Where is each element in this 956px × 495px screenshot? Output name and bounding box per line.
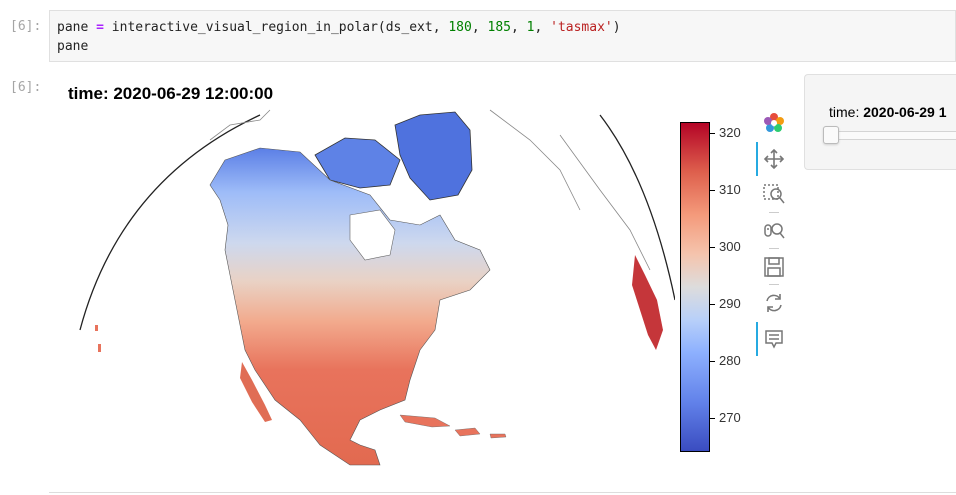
colorbar-tick-label: 300 (719, 239, 741, 255)
colorbar-tick (710, 190, 715, 192)
code-func: interactive_visual_region_in_polar (111, 20, 378, 35)
colorbar (680, 122, 710, 452)
hudson-bay (349, 209, 396, 261)
colorbar-tick-label: 320 (719, 125, 741, 141)
code-sep-2: , (510, 20, 527, 35)
colorbar-tick-label: 290 (719, 296, 741, 312)
box-zoom-icon[interactable] (761, 182, 787, 208)
west-islet-2 (98, 344, 101, 352)
toolbar-separator (769, 248, 779, 249)
hover-active-indicator (756, 322, 758, 356)
wheel-zoom-icon[interactable] (761, 218, 787, 244)
hover-icon[interactable] (761, 326, 787, 352)
west-islet-1 (95, 325, 98, 331)
reset-icon[interactable] (761, 290, 787, 316)
plot-title: time: 2020-06-29 12:00:00 (68, 84, 274, 103)
pan-active-indicator (756, 142, 758, 176)
greenland (394, 111, 473, 201)
code-sep-3: , (534, 20, 551, 35)
baja-peninsula (240, 362, 272, 422)
globe-outline-right (599, 114, 675, 301)
colorbar-tick (710, 417, 715, 419)
code-line-1: pane = interactive_visual_region_in_pola… (57, 18, 955, 37)
output-prompt: [6]: (10, 80, 42, 95)
globe-outline-left (79, 114, 261, 331)
slider-widget: time: 2020-06-29 1 (804, 74, 956, 170)
toolbar-separator (769, 212, 779, 213)
colorbar-tick (710, 360, 715, 362)
colorbar-tick (710, 247, 715, 249)
code-op: = (88, 20, 112, 35)
pan-icon[interactable] (761, 146, 787, 172)
code-close: ) (612, 20, 621, 35)
coastline-arctic (209, 109, 651, 271)
caribbean-islands (399, 414, 507, 439)
colorbar-tick (710, 133, 715, 135)
arctic-islands (314, 137, 401, 189)
slider-track[interactable] (825, 131, 956, 140)
cell-bottom-border (49, 492, 956, 493)
code-var: pane (57, 20, 89, 35)
north-america (209, 147, 491, 466)
slider-handle[interactable] (823, 126, 839, 144)
plot-toolbar (756, 108, 792, 368)
slider-label-prefix: time: (829, 104, 864, 120)
input-prompt: [6]: (10, 19, 42, 34)
slider-value: 2020-06-29 1 (863, 104, 947, 120)
save-icon[interactable] (761, 254, 787, 280)
code-num-3: 1 (526, 20, 535, 35)
toolbar-separator (769, 284, 779, 285)
polar-map[interactable] (60, 100, 675, 470)
colorbar-tick (710, 304, 715, 306)
colorbar-tick-label: 310 (719, 182, 741, 198)
code-num-2: 185 (487, 20, 511, 35)
code-line-2: pane (57, 39, 89, 54)
bokeh-logo-icon[interactable] (761, 110, 787, 136)
code-num-1: 180 (448, 20, 472, 35)
europe-strip (632, 255, 663, 350)
colorbar-tick-label: 270 (719, 409, 741, 425)
code-sep-1: , (471, 20, 488, 35)
code-cell[interactable]: pane = interactive_visual_region_in_pola… (49, 10, 956, 62)
code-string: 'tasmax' (550, 20, 613, 35)
slider-label: time: 2020-06-29 1 (829, 104, 947, 120)
code-args: (ds_ext, (377, 20, 449, 35)
colorbar-tick-label: 280 (719, 352, 741, 368)
